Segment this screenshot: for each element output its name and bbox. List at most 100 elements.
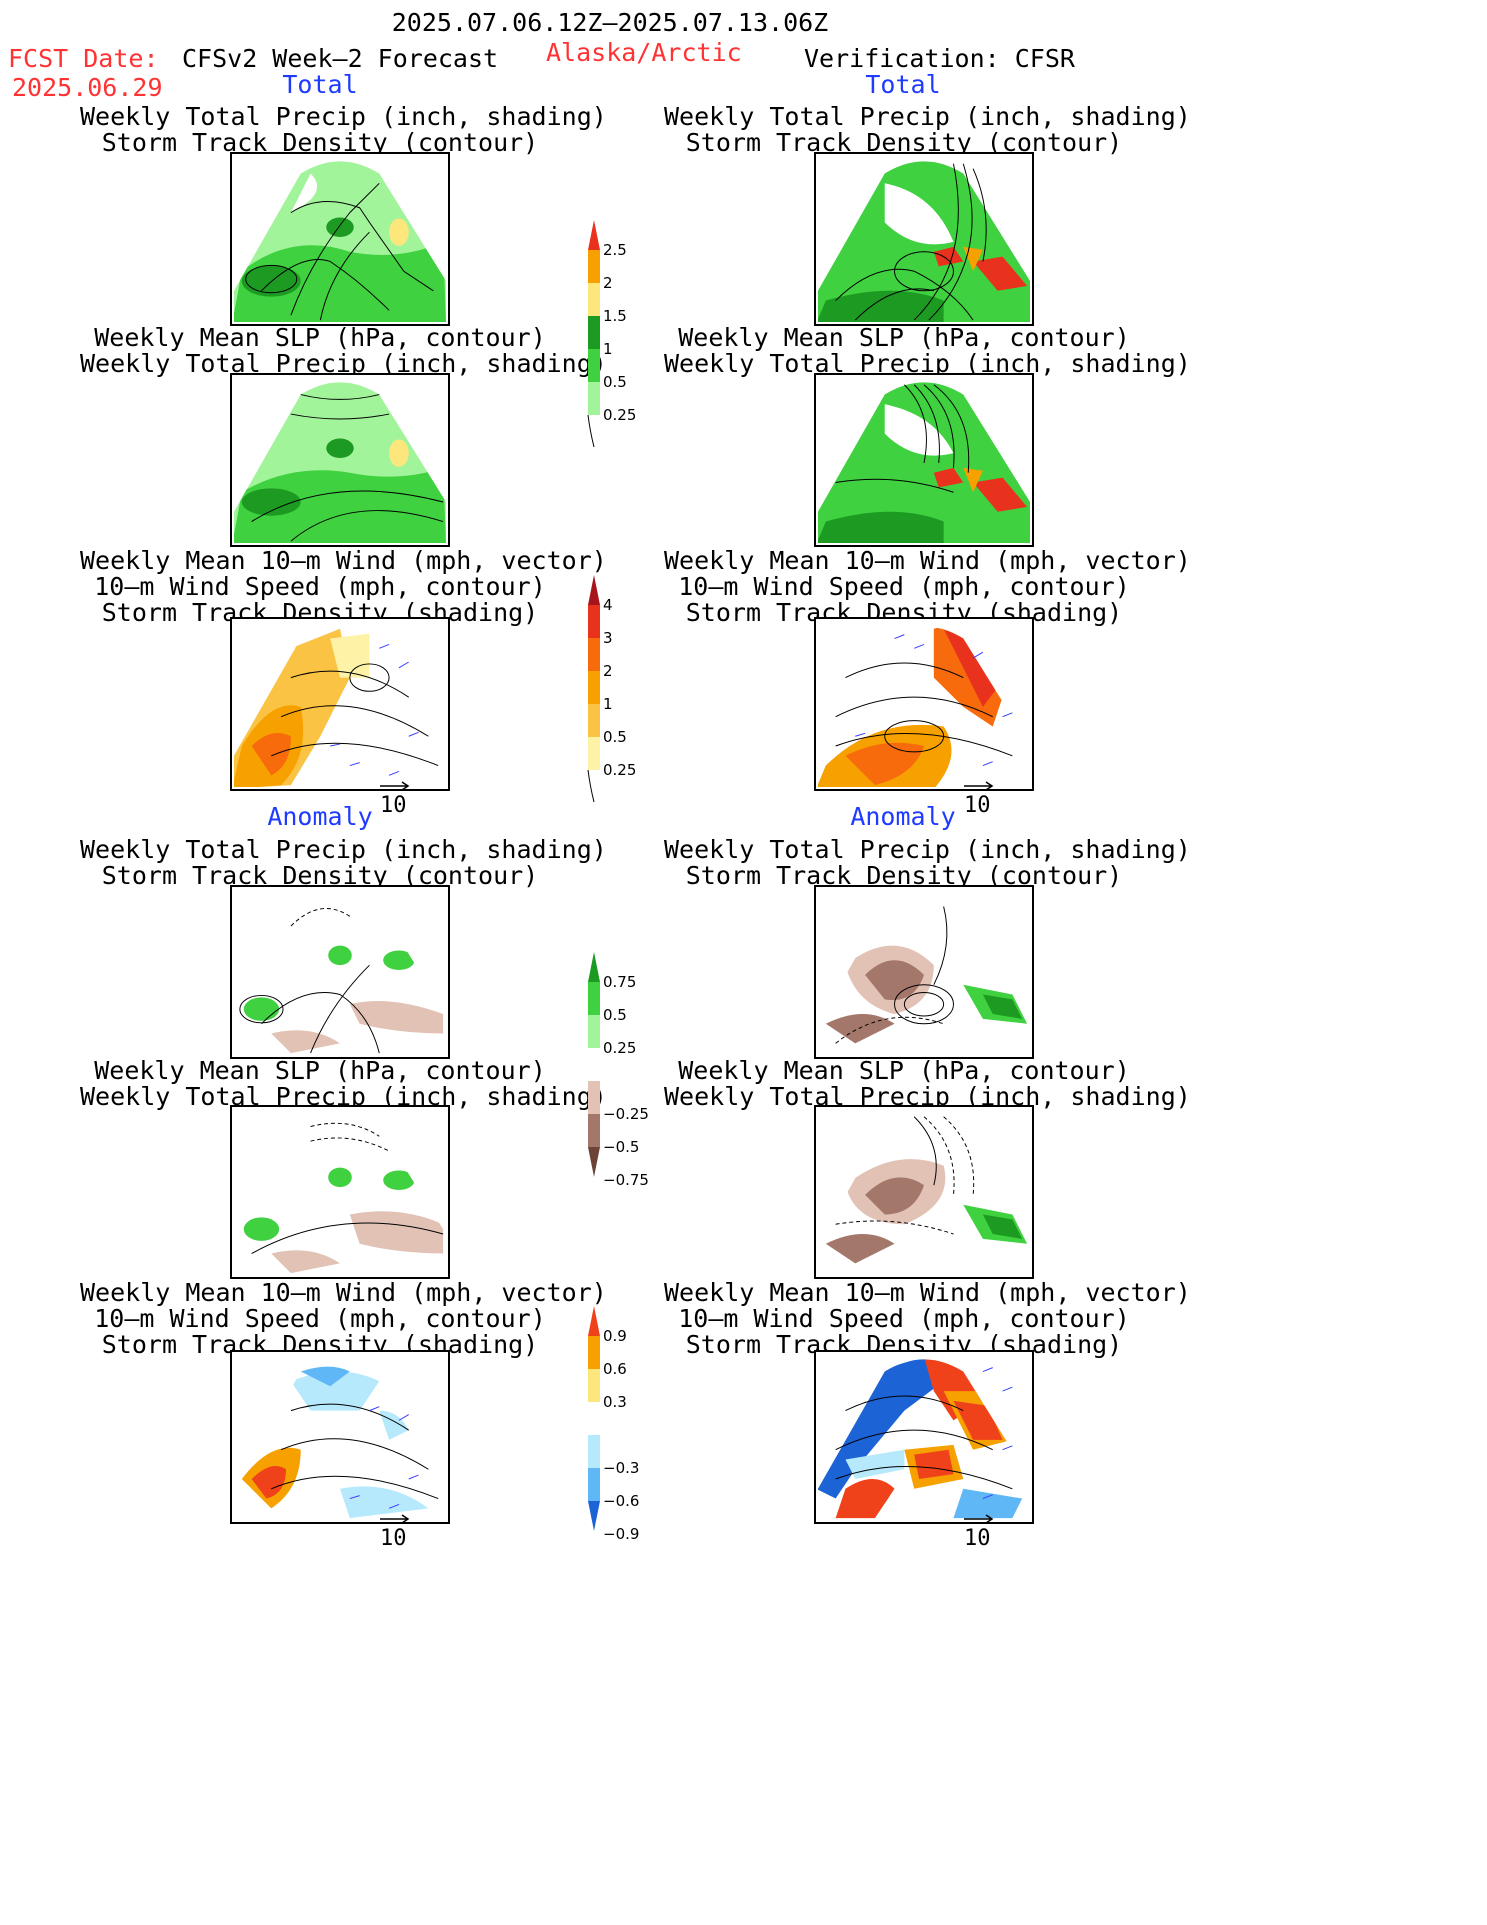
colorbar-anomaly-precip-svg: 0.75 0.5 0.25 −0.25 −0.5 −0.75 [588, 952, 649, 1189]
region-label: Alaska/Arctic [546, 38, 742, 67]
map-precip-track-total-verif [814, 152, 1034, 326]
title-precip-track-anom-left: Weekly Total Precip (inch, shading) Storm… [80, 835, 607, 890]
colorbar-anomaly-precip: 0.75 0.5 0.25 −0.25 −0.5 −0.75 [584, 952, 674, 1189]
section-anomaly-right: Anomaly [850, 802, 956, 831]
colorbar-anomaly-precip-swatch [588, 1048, 600, 1081]
colorbar-anomaly-precip-label: −0.25 [603, 1105, 649, 1123]
colorbar-anomaly-precip-swatch [588, 982, 600, 1015]
colorbar-total-track-tail [587, 769, 595, 803]
title-wind-anom-left: Weekly Mean 10–m Wind (mph, vector) 10–m … [80, 1278, 607, 1359]
colorbar-anomaly-track-swatch [588, 1336, 600, 1369]
colorbar-anomaly-precip-label: 0.25 [603, 1039, 636, 1057]
colorbar-anomaly-track-swatch [588, 1369, 600, 1402]
section-total-right: Total [865, 70, 941, 99]
colorbar-anomaly-precip-label: −0.5 [603, 1138, 639, 1156]
colorbar-total-precip-label: 0.25 [603, 406, 636, 424]
title-precip-track-anom-right: Weekly Total Precip (inch, shading) Storm… [664, 835, 1191, 890]
vector-ref-anom-left: 10 [378, 1510, 418, 1554]
title-wind-total-right: Weekly Mean 10–m Wind (mph, vector) 10–m … [664, 546, 1191, 627]
colorbar-total-track-swatch [588, 737, 600, 770]
title-wind-anom-right: Weekly Mean 10–m Wind (mph, vector) 10–m … [664, 1278, 1191, 1359]
colorbar-total-track-svg: 4 3 2 1 0.5 0.25 [587, 575, 636, 803]
colorbar-total-precip-label: 0.5 [603, 373, 627, 391]
colorbar-total-track-label: 3 [603, 629, 613, 647]
colorbar-anomaly-track-label: 0.6 [603, 1360, 627, 1378]
colorbar-anomaly-precip-swatch [588, 952, 600, 982]
colorbar-total-precip-swatch [588, 250, 600, 283]
colorbar-total-precip-swatch [588, 220, 600, 250]
colorbar-anomaly-track-swatch [588, 1468, 600, 1501]
colorbar-total-precip-swatch [588, 349, 600, 382]
map-precip-track-anom-fcst [230, 885, 450, 1059]
colorbar-anomaly-track-label: −0.3 [603, 1459, 639, 1477]
section-total-left: Total [282, 70, 358, 99]
map-slp-precip-anom-fcst [230, 1105, 450, 1279]
map-precip-track-anom-verif [814, 885, 1034, 1059]
colorbar-anomaly-track-swatch [588, 1306, 600, 1336]
colorbar-anomaly-track-swatch [588, 1402, 600, 1435]
colorbar-total-precip: 2.5 2 1.5 1 0.5 0.25 [584, 220, 674, 452]
colorbar-anomaly-precip-swatch [588, 1015, 600, 1048]
colorbar-total-track-swatch [588, 638, 600, 671]
map-precip-track-total-fcst [230, 152, 450, 326]
colorbar-total-track-swatch [588, 605, 600, 638]
colorbar-anomaly-precip-swatch [588, 1147, 600, 1177]
colorbar-total-track-label: 4 [603, 596, 613, 614]
colorbar-total-track-label: 1 [603, 695, 613, 713]
colorbar-anomaly-track-swatch [588, 1435, 600, 1468]
colorbar-total-track-swatch [588, 671, 600, 704]
colorbar-total-track-label: 2 [603, 662, 613, 680]
title-slp-precip-anom-left: Weekly Mean SLP (hPa, contour) Weekly Tot… [80, 1056, 607, 1111]
colorbar-anomaly-track-label: −0.9 [603, 1525, 639, 1543]
colorbar-total-precip-svg: 2.5 2 1.5 1 0.5 0.25 [587, 220, 636, 448]
colorbar-anomaly-track-label: −0.6 [603, 1492, 639, 1510]
colorbar-total-precip-label: 2.5 [603, 241, 627, 259]
vector-ref-anom-right: 10 [962, 1510, 1002, 1554]
colorbar-total-precip-label: 1 [603, 340, 613, 358]
arrow-right-icon [964, 1514, 994, 1524]
period-title: 2025.07.06.12Z–2025.07.13.06Z [391, 8, 829, 37]
colorbar-total-track-swatch [588, 704, 600, 737]
colorbar-anomaly-track: 0.9 0.6 0.3 −0.3 −0.6 −0.9 [584, 1306, 674, 1543]
colorbar-total-precip-label: 2 [603, 274, 613, 292]
fcst-date-label: FCST Date: [8, 44, 159, 73]
colorbar-anomaly-track-label: 0.9 [603, 1327, 627, 1345]
vector-ref-total-right: 10 [962, 777, 1002, 821]
colorbar-total-track-label: 0.25 [603, 761, 636, 779]
arrow-right-icon [964, 781, 994, 791]
colorbar-anomaly-track-svg: 0.9 0.6 0.3 −0.3 −0.6 −0.9 [588, 1306, 639, 1543]
colorbar-anomaly-track-swatch [588, 1501, 600, 1531]
title-precip-track-total-left: Weekly Total Precip (inch, shading) Storm… [80, 102, 607, 157]
colorbar-anomaly-precip-label: 0.75 [603, 973, 636, 991]
colorbar-anomaly-precip-swatch [588, 1114, 600, 1147]
title-wind-total-left: Weekly Mean 10–m Wind (mph, vector) 10–m … [80, 546, 607, 627]
title-precip-track-total-right: Weekly Total Precip (inch, shading) Storm… [664, 102, 1191, 157]
colorbar-total-track-swatch [588, 575, 600, 605]
arrow-right-icon [380, 781, 410, 791]
verification-label: Verification: CFSR [804, 44, 1075, 73]
colorbar-total-track-label: 0.5 [603, 728, 627, 746]
map-slp-precip-total-verif [814, 373, 1034, 547]
colorbar-total-track: 4 3 2 1 0.5 0.25 [584, 575, 674, 807]
map-slp-precip-total-fcst [230, 373, 450, 547]
title-slp-precip-total-left: Weekly Mean SLP (hPa, contour) Weekly Tot… [80, 323, 607, 378]
section-anomaly-left: Anomaly [267, 802, 373, 831]
title-slp-precip-anom-right: Weekly Mean SLP (hPa, contour) Weekly Tot… [664, 1056, 1191, 1111]
map-wind-track-total-verif [814, 617, 1034, 791]
colorbar-total-precip-label: 1.5 [603, 307, 627, 325]
vector-ref-total-left: 10 [378, 777, 418, 821]
fcst-date-value: 2025.06.29 [12, 73, 163, 102]
colorbar-anomaly-track-label: 0.3 [603, 1393, 627, 1411]
colorbar-total-precip-swatch [588, 283, 600, 316]
colorbar-total-precip-swatch [588, 316, 600, 349]
map-wind-track-anom-fcst [230, 1350, 450, 1524]
arrow-right-icon [380, 1514, 410, 1524]
colorbar-anomaly-precip-label: 0.5 [603, 1006, 627, 1024]
model-label: CFSv2 Week–2 Forecast [182, 44, 499, 73]
colorbar-anomaly-precip-label: −0.75 [603, 1171, 649, 1189]
map-wind-track-anom-verif [814, 1350, 1034, 1524]
map-slp-precip-anom-verif [814, 1105, 1034, 1279]
title-slp-precip-total-right: Weekly Mean SLP (hPa, contour) Weekly Tot… [664, 323, 1191, 378]
colorbar-total-precip-swatch [588, 382, 600, 415]
map-wind-track-total-fcst [230, 617, 450, 791]
